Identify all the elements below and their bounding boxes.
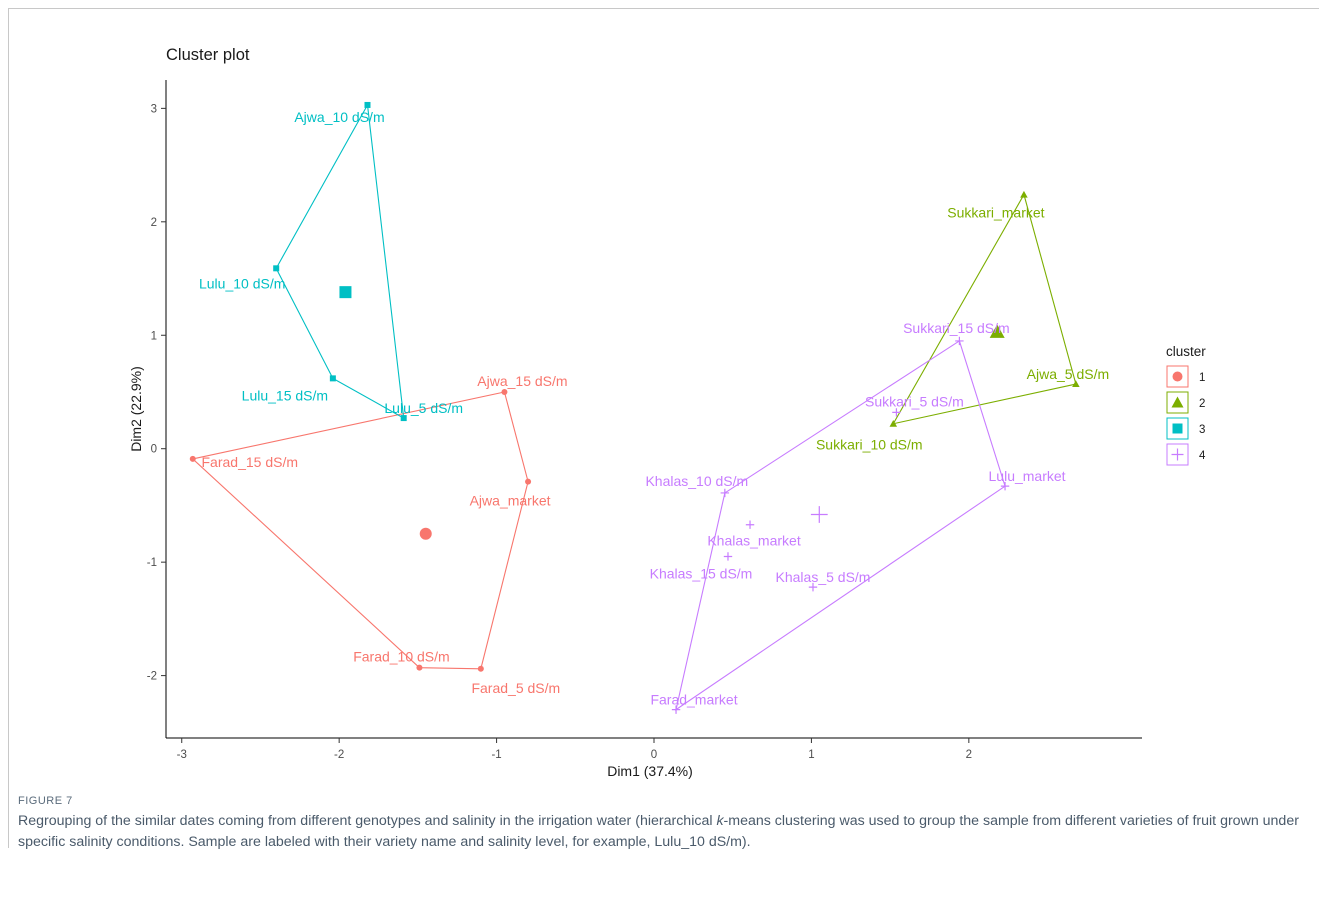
x-tick-label: 1 xyxy=(808,749,814,761)
point-label: Lulu_market xyxy=(989,468,1066,484)
figure-label: FIGURE 7 xyxy=(18,795,73,807)
cluster-4-point-8 xyxy=(671,705,681,714)
point-label: Sukkari_15 dS/m xyxy=(903,320,1010,336)
caption-text-part1: Regrouping of the similar dates coming f… xyxy=(18,813,717,829)
legend-title: cluster xyxy=(1166,344,1206,359)
point-label: Farad_market xyxy=(650,692,737,708)
x-axis-label: Dim1 (37.4%) xyxy=(607,763,693,779)
cluster-2-hull xyxy=(892,193,1077,425)
y-tick-label: 1 xyxy=(151,330,157,342)
legend-marker-1 xyxy=(1172,371,1183,382)
y-tick-label: -1 xyxy=(147,557,157,569)
legend-label-2: 2 xyxy=(1199,398,1205,410)
cluster-1-point-5 xyxy=(416,664,423,671)
x-tick-label: -2 xyxy=(334,749,344,761)
point-label: Khalas_10 dS/m xyxy=(645,473,748,489)
legend-marker-4 xyxy=(1171,448,1184,461)
figure-caption-text: Regrouping of the similar dates coming f… xyxy=(18,811,1308,853)
cluster-4-point-4 xyxy=(720,488,730,498)
cluster-4-point-7 xyxy=(808,582,818,592)
point-label: Ajwa_market xyxy=(470,493,551,509)
cluster-4-center xyxy=(810,506,828,523)
point-label: Sukkari_market xyxy=(947,205,1044,221)
cluster-1-point-2 xyxy=(501,388,508,395)
cluster-3-point-1 xyxy=(364,101,371,108)
legend-marker-2 xyxy=(1171,396,1184,408)
cluster-3-point-2 xyxy=(273,265,280,272)
legend-label-1: 1 xyxy=(1199,372,1205,384)
cluster-4-point-1 xyxy=(955,336,964,346)
x-tick-label: 2 xyxy=(966,749,972,761)
caption-text-part2: -means clustering was used to group the … xyxy=(18,813,1299,850)
cluster-3-hull xyxy=(275,103,405,420)
point-label: Ajwa_5 dS/m xyxy=(1027,366,1109,382)
y-tick-label: 2 xyxy=(151,217,157,229)
cluster-1-point-3 xyxy=(525,478,532,485)
point-label: Farad_10 dS/m xyxy=(353,649,450,665)
legend-marker-3 xyxy=(1172,423,1183,434)
cluster-2-point-1 xyxy=(1020,190,1028,198)
cluster-2-point-3 xyxy=(889,419,898,427)
cluster-3-center xyxy=(339,286,352,299)
point-label: Farad_15 dS/m xyxy=(202,454,299,470)
x-tick-label: 0 xyxy=(651,749,657,761)
point-label: Lulu_15 dS/m xyxy=(242,387,328,403)
cluster-plot: Cluster plot Farad_15 dS/m Ajwa_15 dS/m Ajw… xyxy=(128,46,1206,779)
point-label: Lulu_5 dS/m xyxy=(384,400,463,416)
figure-caption: FIGURE 7 Regrouping of the similar dates… xyxy=(18,795,1308,853)
cluster-4-point-2 xyxy=(892,408,901,417)
caption-k-italic: k xyxy=(716,813,724,829)
point-label: Sukkari_5 dS/m xyxy=(865,393,964,409)
point-label: Ajwa_10 dS/m xyxy=(294,109,384,125)
y-tick-label: 0 xyxy=(151,444,157,456)
figure-frame xyxy=(8,8,1319,848)
cluster-4-point-6 xyxy=(723,552,733,561)
point-label: Sukkari_10 dS/m xyxy=(816,437,923,453)
y-tick-label: 3 xyxy=(151,103,157,115)
point-label: Ajwa_15 dS/m xyxy=(477,373,567,389)
cluster-1-center xyxy=(419,527,432,540)
point-label: Khalas_5 dS/m xyxy=(776,569,871,585)
cluster-1-point-4 xyxy=(477,665,484,672)
point-label: Khalas_15 dS/m xyxy=(650,565,753,581)
x-tick-label: -1 xyxy=(491,749,501,761)
point-label: Khalas_market xyxy=(707,533,800,549)
point-label: Farad_5 dS/m xyxy=(471,680,560,696)
chart-title: Cluster plot xyxy=(166,46,250,64)
x-tick-label: -3 xyxy=(177,749,187,761)
legend-label-3: 3 xyxy=(1199,424,1205,436)
cluster-4-point-5 xyxy=(745,520,755,529)
cluster-1-hull xyxy=(191,391,529,670)
cluster-3-point-4 xyxy=(400,415,407,422)
cluster-1-point-1 xyxy=(189,455,196,462)
y-tick-label: -2 xyxy=(147,671,157,683)
y-axis-label: Dim2 (22.9%) xyxy=(128,366,144,452)
cluster-2-point-2 xyxy=(1072,380,1080,388)
cluster-3-point-3 xyxy=(329,375,336,382)
cluster-4-point-3 xyxy=(1000,481,1010,491)
cluster-2-center xyxy=(989,324,1005,338)
point-label: Lulu_10 dS/m xyxy=(199,275,285,291)
legend-label-4: 4 xyxy=(1199,450,1206,462)
